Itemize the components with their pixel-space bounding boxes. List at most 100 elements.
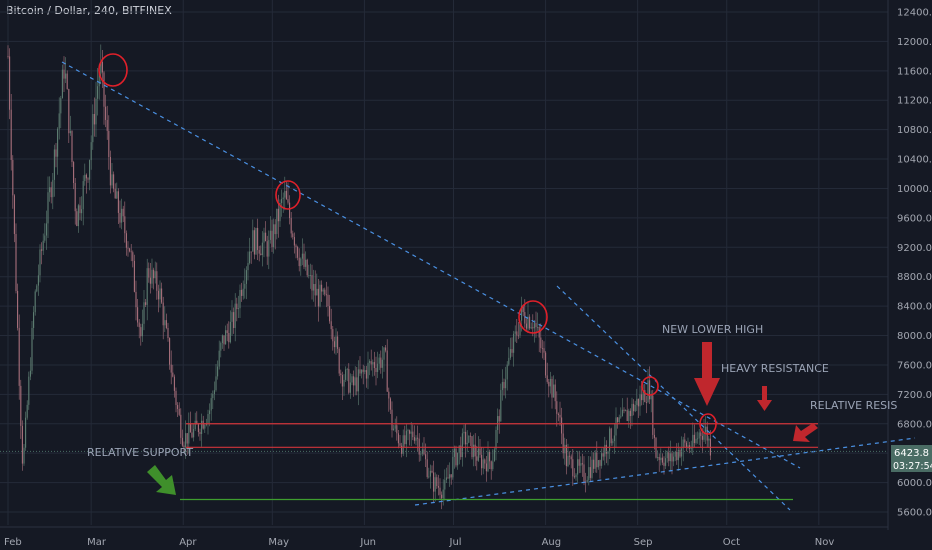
candle-body	[7, 56, 9, 57]
candle-body	[493, 449, 495, 462]
candle-body	[170, 364, 172, 373]
candle-body	[141, 323, 143, 337]
candle-body	[84, 174, 86, 182]
candle-body	[277, 208, 279, 222]
candle-body	[588, 467, 590, 480]
candle-body	[10, 109, 12, 160]
candle-body	[68, 89, 70, 134]
candle-body	[461, 433, 463, 458]
candle-body	[583, 464, 585, 482]
candle-body	[413, 437, 415, 441]
candle-body	[220, 342, 222, 351]
candle-body	[487, 451, 489, 472]
candle-body	[183, 445, 185, 448]
candle-body	[329, 306, 331, 322]
candle-body	[685, 442, 687, 448]
candle-body	[66, 73, 68, 90]
candle-body	[553, 384, 555, 398]
candle-body	[436, 477, 438, 486]
resistance-arrow	[757, 386, 772, 411]
candle-body	[249, 251, 251, 264]
candle-body	[631, 403, 633, 417]
candle-body	[629, 410, 631, 417]
candle-body	[668, 452, 670, 462]
candle-body	[63, 69, 65, 79]
candle-body	[321, 284, 323, 292]
y-tick-label: 6800.0	[897, 419, 932, 430]
candle-body	[372, 362, 374, 365]
candle-body	[196, 420, 198, 425]
candle-body	[543, 348, 545, 353]
time-axis[interactable]: Feb Mar Apr May Jun Jul Aug Sep Oct Nov	[4, 537, 834, 548]
x-tick-label: Oct	[723, 537, 740, 548]
candle-body	[343, 379, 345, 387]
candle-body	[505, 379, 507, 389]
candle-body	[700, 432, 702, 437]
candle-body	[407, 430, 409, 432]
candle-body	[554, 384, 556, 402]
candle-body	[660, 457, 662, 461]
candle-body	[447, 477, 449, 479]
candle-body	[260, 253, 262, 256]
candle-body	[18, 327, 20, 386]
candle-body	[682, 439, 684, 449]
candle-body	[335, 336, 337, 348]
candle-body	[298, 257, 300, 267]
candle-body	[442, 489, 444, 499]
candle-body	[95, 98, 97, 125]
candle-body	[604, 444, 606, 457]
candle-body	[397, 433, 399, 444]
candle-body	[359, 369, 361, 374]
candle-body	[301, 253, 303, 259]
candle-body	[404, 435, 406, 445]
candle-body	[162, 302, 164, 326]
candle-body	[503, 382, 505, 389]
candle-body	[201, 420, 203, 435]
x-tick-label: Mar	[87, 537, 107, 548]
candle-body	[244, 283, 246, 289]
candle-body	[573, 476, 575, 478]
annotation-label: RELATIVE RESIS	[810, 399, 897, 412]
candle-body	[178, 408, 180, 415]
support-arrow	[147, 465, 176, 495]
candle-body	[127, 247, 129, 249]
candle-body	[421, 449, 423, 454]
candle-body	[122, 208, 124, 217]
candle-body	[137, 307, 139, 323]
candle-body	[151, 269, 153, 284]
candle-body	[57, 128, 59, 157]
candle-body	[596, 452, 598, 468]
candle-body	[340, 373, 342, 375]
candle-body	[274, 224, 276, 235]
candle-body	[444, 480, 446, 490]
highlight-circle	[641, 376, 659, 396]
candle-body	[652, 395, 654, 435]
candle-body	[124, 216, 126, 234]
candle-body	[460, 445, 462, 458]
candle-body	[332, 329, 334, 342]
candle-body	[330, 321, 332, 330]
candle-body	[9, 56, 11, 110]
candle-body	[473, 444, 475, 458]
candle-body	[562, 433, 564, 454]
candle-body	[383, 347, 385, 360]
candle-body	[626, 410, 628, 422]
candle-body	[481, 454, 483, 469]
y-tick-label: 8000.0	[897, 331, 932, 342]
candle-body	[349, 382, 351, 393]
candle-body	[557, 413, 559, 415]
candle-body	[247, 263, 249, 271]
candle-body	[477, 448, 479, 461]
y-tick-label: 7600.0	[897, 360, 932, 371]
candle-body	[567, 455, 569, 467]
candle-body	[570, 456, 572, 460]
candle-body	[218, 350, 220, 367]
candle-body	[453, 448, 455, 457]
candle-body	[108, 130, 110, 158]
candle-body	[450, 474, 452, 478]
candle-body	[501, 382, 503, 391]
price-axis[interactable]: 12400.0 12000.0 11600.0 11200.0 10800.0 10400…	[897, 8, 932, 519]
lower-high-arrow	[694, 342, 720, 406]
annotation-label: RELATIVE SUPPORT	[87, 446, 193, 459]
